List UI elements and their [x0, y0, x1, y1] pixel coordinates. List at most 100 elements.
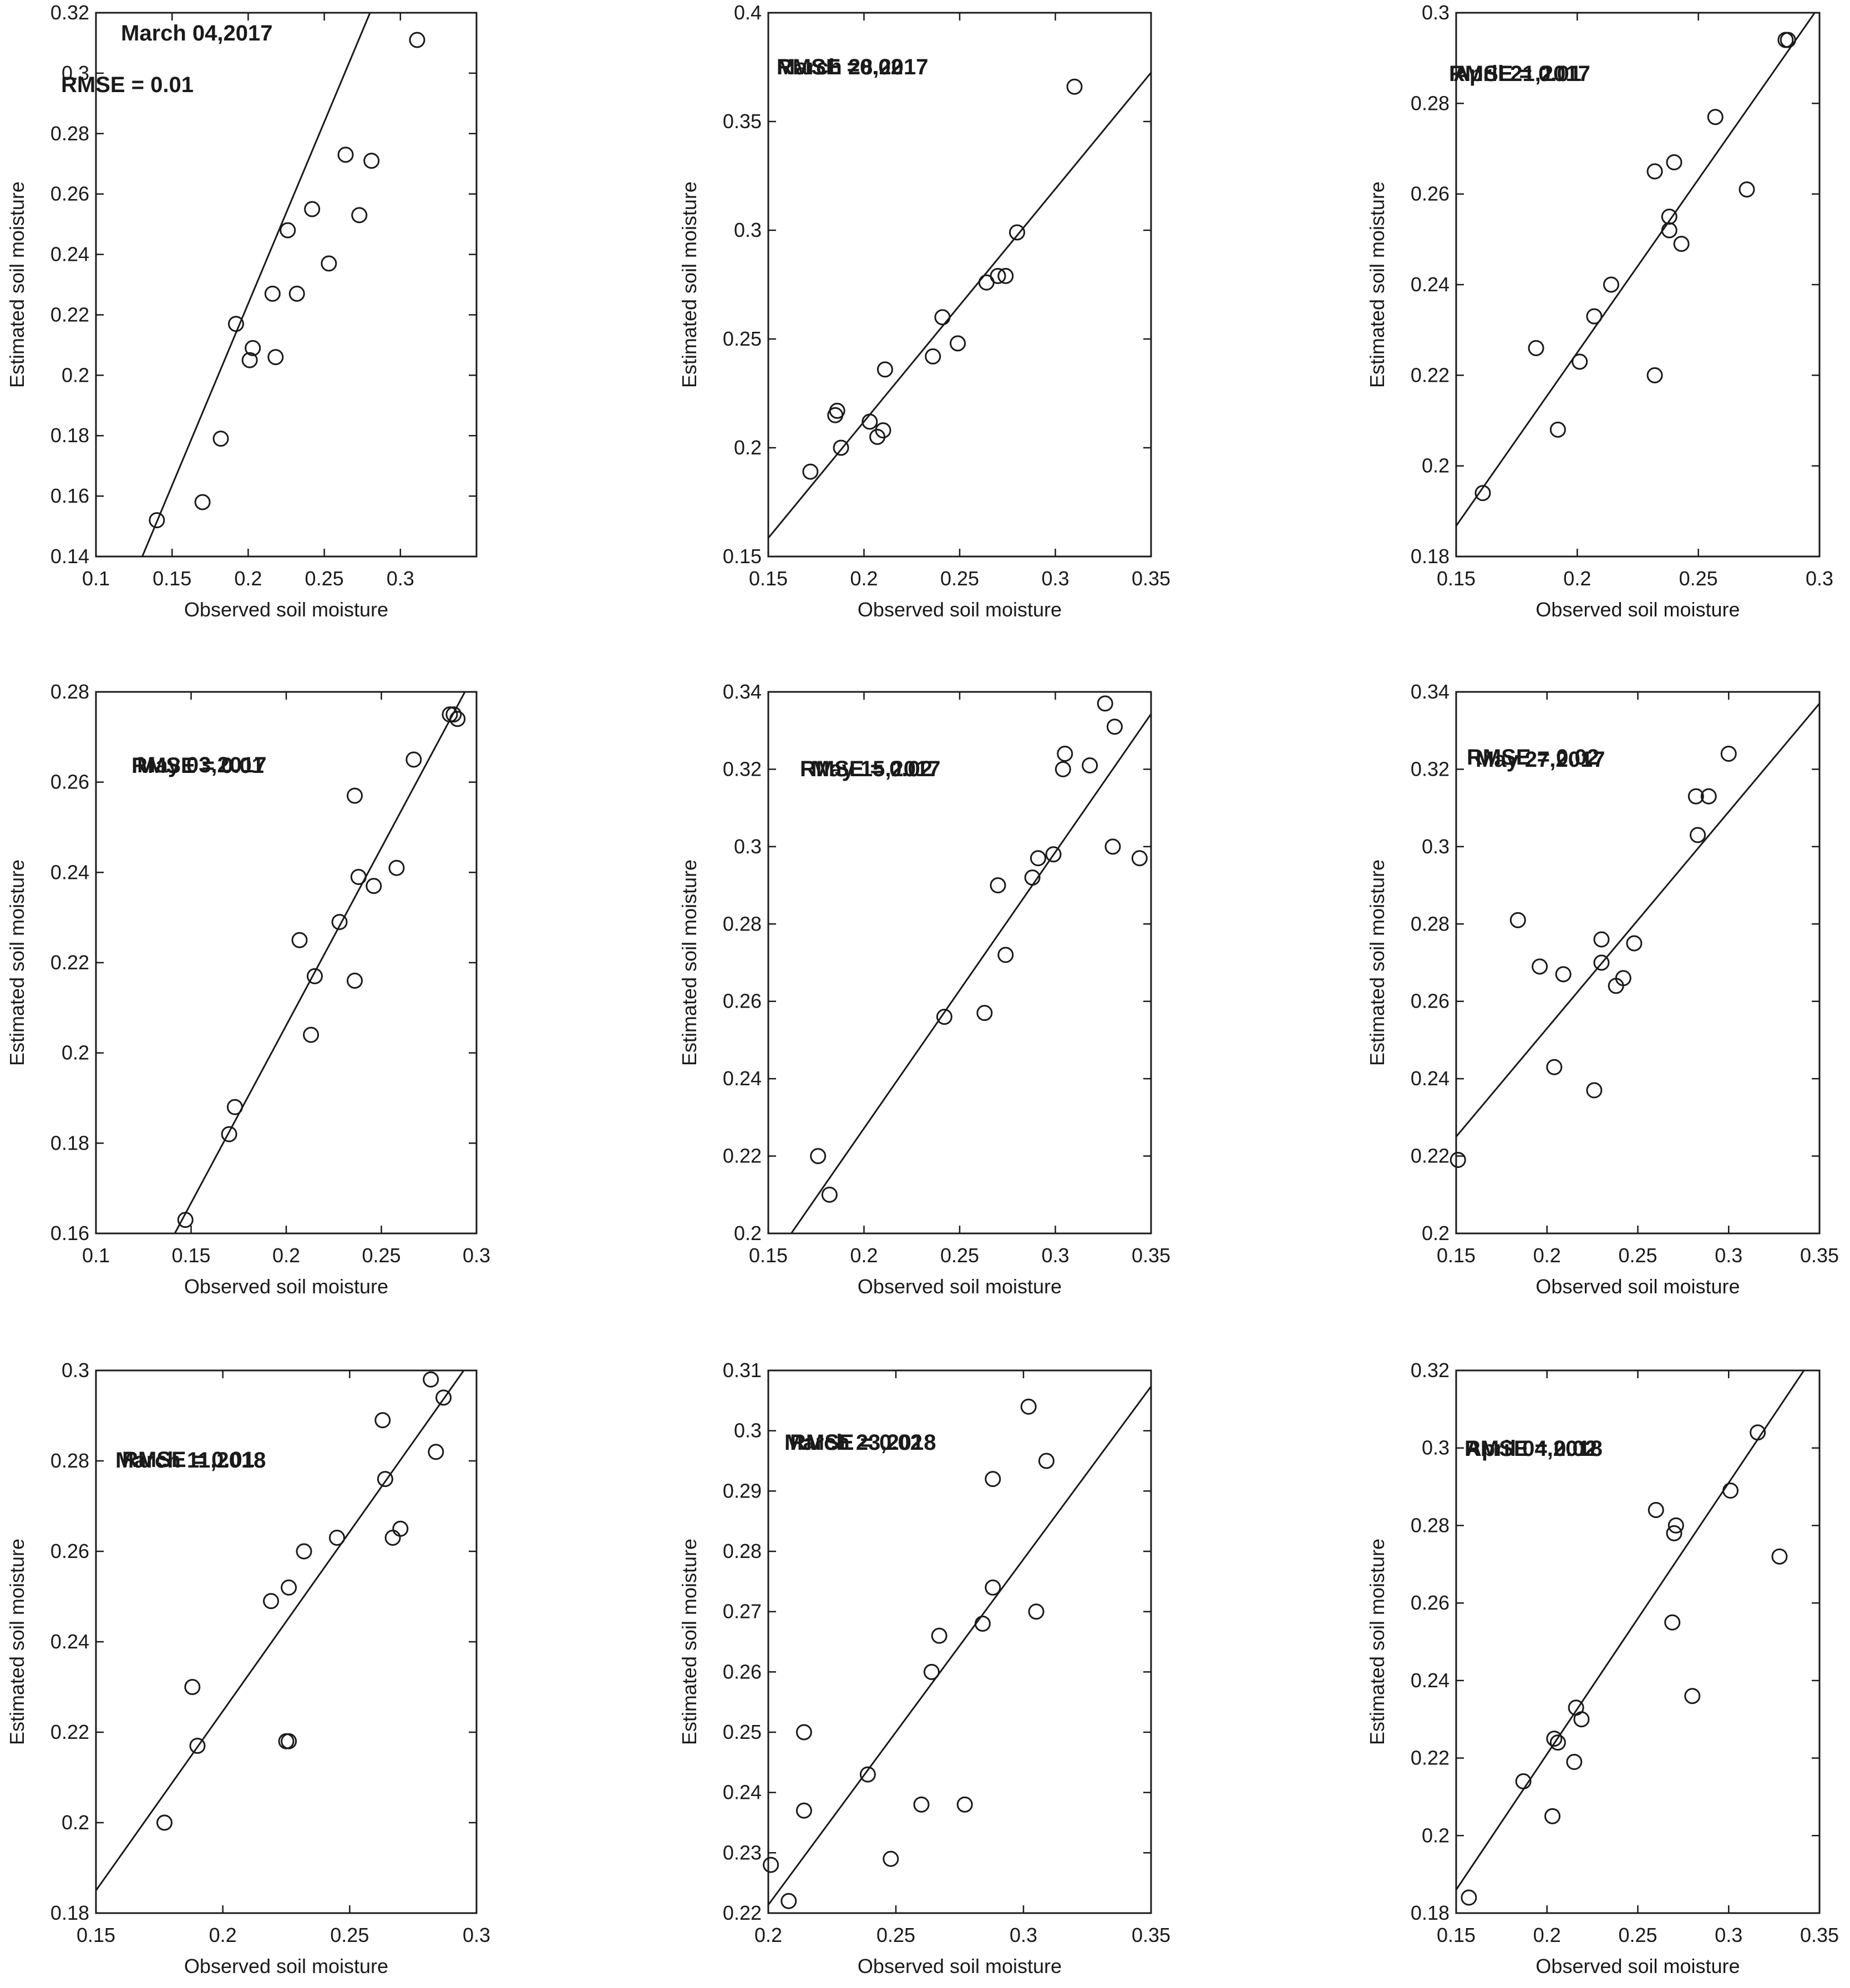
y-tick-label: 0.26 [50, 771, 89, 793]
data-point [861, 413, 878, 430]
data-point [1648, 1501, 1664, 1518]
scatter-panel-9: 0.15 0.2 0.25 0.3 0.35 0.18 0.2 0.22 0.24 0.26 0.2… [1366, 1359, 1839, 1977]
x-tick-label: 0.25 [1679, 567, 1718, 590]
x-tick-label: 0.2 [1533, 1924, 1561, 1946]
y-tick-label: 0.2 [1422, 1222, 1449, 1245]
data-point [1593, 954, 1610, 971]
data-point [1546, 1731, 1563, 1747]
data-point [985, 1471, 1001, 1488]
date-annotation: March 11,2018 [115, 1448, 266, 1473]
scatter-panel-3: 0.15 0.2 0.25 0.3 0.18 0.2 0.22 0.24 0.26 0.28 0.3… [1366, 1, 1833, 621]
data-point [384, 1530, 401, 1546]
y-tick-label: 0.3 [62, 62, 89, 84]
data-point [1131, 850, 1148, 867]
data-point [241, 352, 258, 368]
data-point [795, 1802, 812, 1819]
y-tick-label: 0.26 [1411, 1591, 1449, 1614]
data-point [1544, 1808, 1561, 1824]
x-tick-label: 0.1 [82, 567, 110, 590]
y-tick-label: 0.14 [50, 545, 89, 568]
plot-frame [1455, 12, 1821, 558]
data-point [351, 207, 368, 224]
x-tick-label: 0.25 [876, 1924, 915, 1946]
data-point [1461, 1889, 1477, 1906]
data-point [1066, 78, 1083, 95]
y-tick-label: 0.22 [50, 951, 89, 974]
data-point [1104, 838, 1121, 855]
x-tick-label: 0.15 [749, 567, 788, 590]
regression-line [790, 713, 1151, 1233]
regression-line [174, 692, 466, 1233]
data-point [366, 878, 382, 894]
x-tick-label: 0.25 [940, 567, 979, 590]
y-tick-label: 0.2 [1422, 1824, 1449, 1847]
data-point [1739, 181, 1755, 198]
scatter-panel-4: 0.1 0.15 0.2 0.25 0.3 0.16 0.18 0.2 0.22 0.24 0.26… [6, 680, 490, 1298]
data-point [423, 1371, 439, 1388]
y-tick-label: 0.32 [723, 757, 762, 780]
scatter-panel-2: 0.15 0.2 0.25 0.3 0.35 0.15 0.2 0.25 0.3 0.35 0.4 O… [678, 1, 1170, 621]
data-point [212, 431, 229, 447]
data-point [923, 1663, 940, 1680]
data-point [328, 1530, 345, 1546]
data-point [1690, 827, 1706, 843]
data-point [350, 868, 367, 885]
y-tick-label: 0.2 [62, 363, 89, 386]
rmse-annotation: RMSE = 0.02 [1467, 745, 1599, 770]
data-point [409, 32, 425, 48]
y-tick-label: 0.32 [1411, 1359, 1449, 1382]
x-tick-label: 0.2 [850, 1244, 878, 1267]
x-axis-label: Observed soil moisture [1535, 1275, 1740, 1298]
y-tick-label: 0.27 [723, 1600, 762, 1623]
x-tick-label: 0.15 [749, 1244, 788, 1267]
data-point [267, 349, 284, 366]
data-point [291, 932, 308, 948]
x-tick-label: 0.25 [940, 1244, 979, 1267]
data-point [194, 494, 211, 510]
data-point [1666, 154, 1682, 170]
y-axis-label: Estimated soil moisture [6, 181, 28, 388]
x-tick-label: 0.25 [1618, 1244, 1657, 1267]
y-axis-label: Estimated soil moisture [1366, 181, 1388, 388]
data-point [925, 348, 941, 365]
data-point [931, 1627, 947, 1644]
data-point [428, 1444, 444, 1460]
data-point [1615, 970, 1631, 987]
data-point [303, 1026, 320, 1043]
y-tick-label: 0.18 [50, 1901, 89, 1924]
regression-line [141, 13, 371, 557]
x-axis-label: Observed soil moisture [858, 1275, 1062, 1298]
y-tick-label: 0.22 [1411, 1747, 1449, 1769]
data-point [1573, 1711, 1590, 1728]
data-point [876, 361, 893, 378]
y-axis-label: Estimated soil moisture [678, 181, 701, 388]
x-tick-label: 0.15 [1437, 567, 1476, 590]
y-tick-label: 0.18 [50, 424, 89, 447]
data-point [795, 1724, 812, 1741]
y-tick-label: 0.22 [1411, 1145, 1449, 1167]
data-point [281, 1733, 297, 1749]
data-point [1030, 850, 1046, 867]
data-point [226, 1099, 243, 1115]
data-point [1509, 912, 1526, 928]
data-point [1666, 1525, 1682, 1541]
data-point [1045, 846, 1062, 863]
plot-frame [1455, 691, 1821, 1235]
y-tick-label: 0.25 [723, 327, 762, 350]
y-tick-label: 0.35 [723, 110, 762, 133]
data-point [875, 422, 891, 439]
date-annotation: March 04,2017 [121, 21, 273, 45]
y-tick-label: 0.26 [1411, 990, 1449, 1013]
data-point [1684, 1688, 1701, 1704]
data-point [1024, 869, 1041, 886]
data-point [363, 153, 380, 169]
data-point [821, 1186, 838, 1203]
data-point [1687, 788, 1704, 805]
date-annotation: April 04,2018 [1466, 1436, 1603, 1461]
data-point [990, 267, 1006, 284]
x-tick-label: 0.1 [82, 1244, 110, 1267]
data-point [1515, 1773, 1532, 1789]
date-annotation: March 23,2018 [784, 1430, 936, 1455]
scatter-panel-7: 0.15 0.2 0.25 0.3 0.18 0.2 0.22 0.24 0.26 0.28 0.3… [6, 1359, 490, 1977]
y-tick-label: 0.28 [723, 1540, 762, 1562]
